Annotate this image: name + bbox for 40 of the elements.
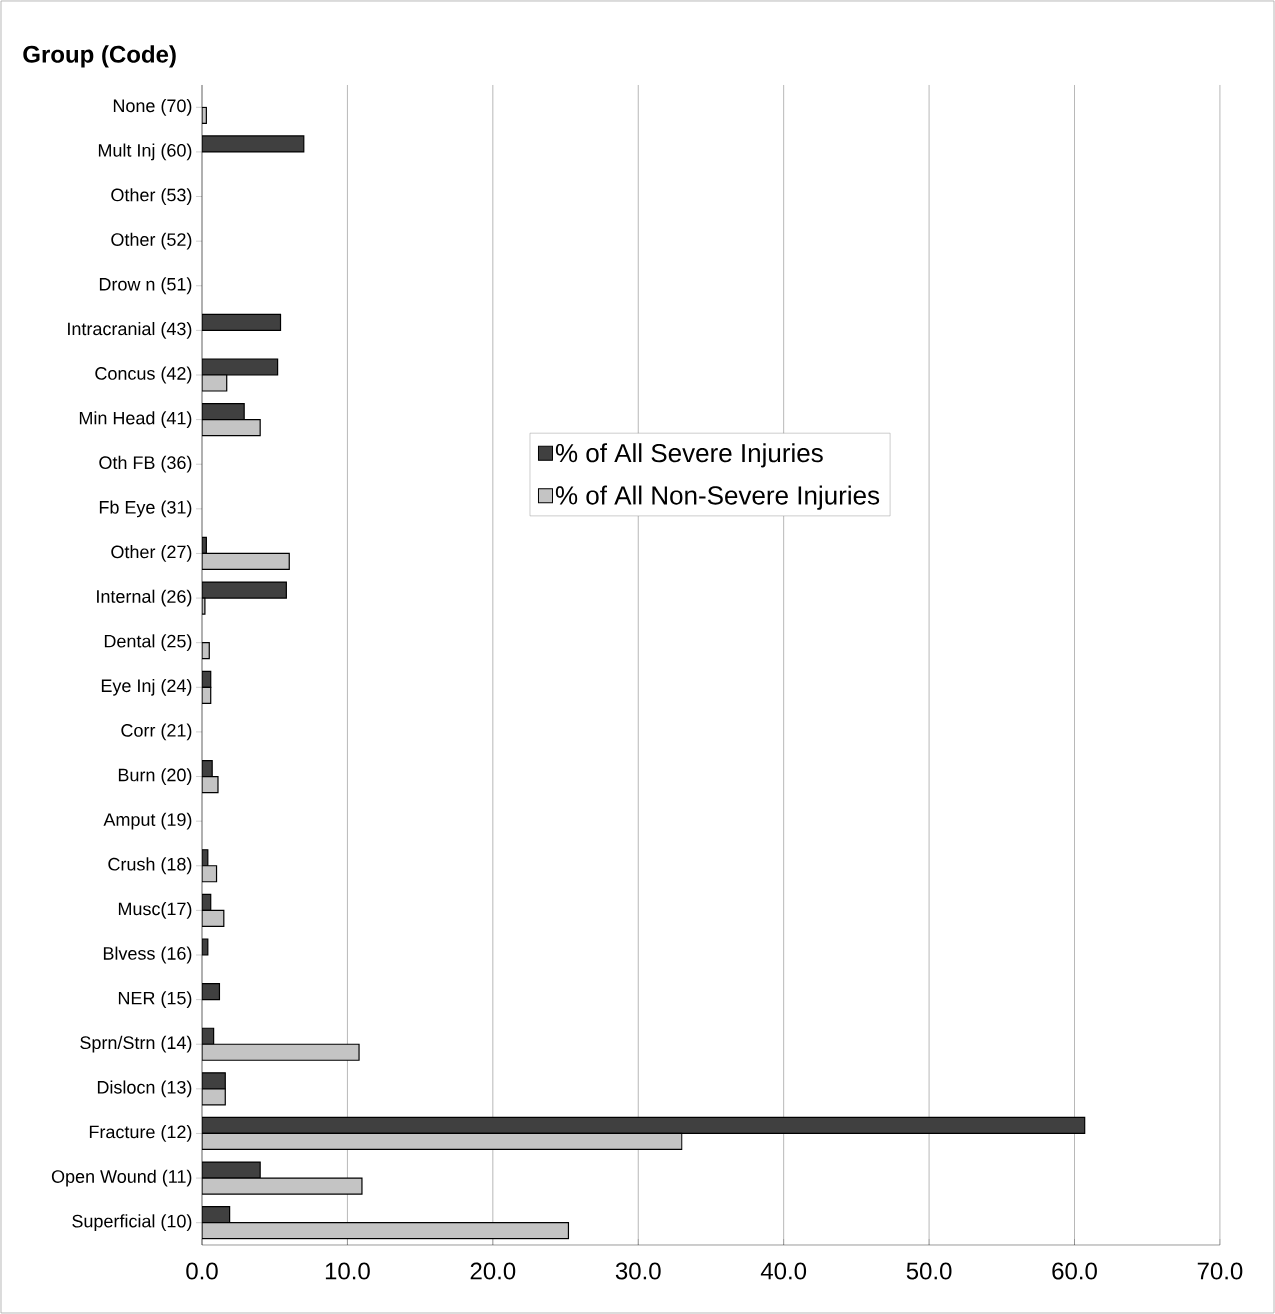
y-tick-label: Mult Inj (60) [98, 143, 192, 161]
bar [202, 403, 245, 421]
y-tick-label: Musc(17) [118, 901, 192, 919]
y-tick-label: Dental (25) [104, 634, 192, 652]
x-tick-label: 20.0 [470, 1262, 516, 1280]
y-tick-label: Amput (19) [103, 812, 192, 830]
y-tick-label: Crush (18) [108, 857, 192, 875]
y-tick-label: Min Head (41) [79, 411, 192, 428]
y-tick-label: Dislocn (13) [97, 1080, 192, 1098]
y-tick-label: Drow n (51) [99, 277, 192, 295]
y-tick-label: Other (52) [111, 232, 192, 250]
x-tick-label: 10.0 [325, 1262, 370, 1280]
y-tick-label: Internal (26) [97, 589, 192, 607]
y-tick-label: Oth FB (36) [99, 455, 192, 473]
y-tick-label: Superficial (10) [72, 1214, 192, 1232]
x-tick-label: 60.0 [1052, 1262, 1097, 1280]
y-tick-label: Fracture (12) [89, 1125, 192, 1142]
legend-label: % of All Severe Injuries [555, 443, 823, 468]
y-tick-label: Eye Inj (24) [101, 678, 192, 696]
legend-label: % of All Non-Severe Injuries [555, 485, 880, 510]
x-tick-label: 50.0 [906, 1262, 952, 1280]
bar [202, 1116, 1086, 1135]
y-tick-label: Concus (42) [95, 366, 192, 384]
y-tick-label: Burn (20) [118, 768, 192, 785]
bar [202, 313, 282, 331]
y-tick-label: Open Wound (11) [51, 1169, 192, 1187]
y-axis-title: Group (Code) [23, 45, 176, 68]
x-tick-label: 40.0 [760, 1262, 807, 1280]
y-tick-label: Other (27) [111, 545, 192, 562]
y-tick-label: Other (53) [111, 188, 192, 205]
x-tick-label: 0.0 [186, 1262, 218, 1280]
y-tick-label: None (70) [113, 98, 192, 116]
y-tick-label: Intracranial (43) [68, 321, 192, 339]
y-tick-label: Blvess (16) [103, 946, 192, 964]
y-tick-label: Fb Eye (31) [99, 500, 192, 518]
y-tick-label: Corr (21) [121, 723, 192, 741]
x-tick-label: 70.0 [1197, 1262, 1243, 1280]
x-tick-label: 30.0 [615, 1262, 661, 1280]
y-tick-label: NER (15) [118, 991, 192, 1008]
y-tick-label: Sprn/Strn (14) [80, 1035, 192, 1053]
